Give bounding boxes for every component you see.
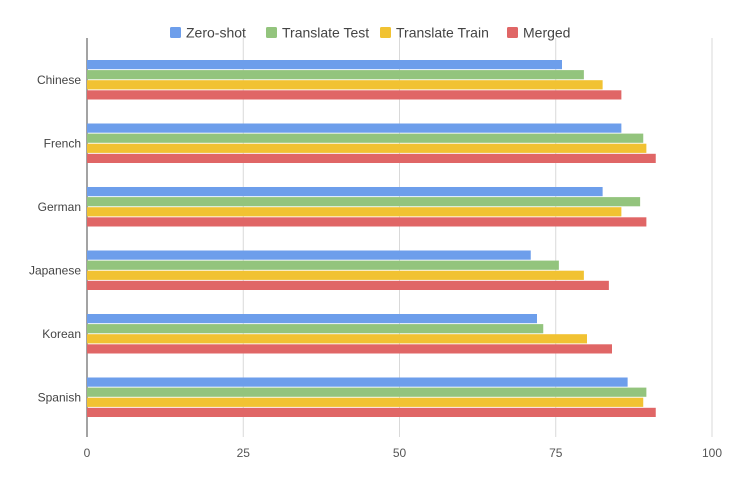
legend-label-zero-shot: Zero-shot <box>186 25 246 41</box>
x-tick-label-25: 25 <box>237 446 251 460</box>
bar-spanish-translate-train <box>87 397 644 407</box>
category-label-german: German <box>38 200 81 214</box>
legend: Zero-shot Translate Test Translate Train Me… <box>170 25 570 41</box>
bar-german-translate-train <box>87 207 622 217</box>
legend-label-translate-test: Translate Test <box>282 25 369 41</box>
bar-korean-merged <box>87 344 612 354</box>
bar-chinese-zero-shot <box>87 60 562 70</box>
bar-german-zero-shot <box>87 187 603 197</box>
x-tick-label-100: 100 <box>702 446 722 460</box>
bar-japanese-translate-train <box>87 270 584 280</box>
bar-spanish-zero-shot <box>87 377 628 387</box>
legend-swatch-merged <box>507 27 518 38</box>
bar-french-merged <box>87 153 656 163</box>
category-labels: Chinese French German Japanese Korean Spanish <box>29 73 81 405</box>
bar-french-translate-test <box>87 133 644 143</box>
legend-label-translate-train: Translate Train <box>396 25 489 41</box>
bar-korean-translate-train <box>87 334 587 344</box>
gridlines <box>86 38 713 437</box>
bar-korean-zero-shot <box>87 314 537 324</box>
category-label-korean: Korean <box>42 327 81 341</box>
category-label-spanish: Spanish <box>38 390 81 404</box>
x-tick-labels: 0 25 50 75 100 <box>84 446 723 460</box>
bar-chinese-translate-test <box>87 70 584 80</box>
x-tick-label-50: 50 <box>393 446 407 460</box>
bar-german-merged <box>87 217 647 227</box>
bar-german-translate-test <box>87 197 641 207</box>
bar-spanish-translate-test <box>87 387 647 397</box>
legend-label-merged: Merged <box>523 25 570 41</box>
legend-swatch-translate-test <box>266 27 277 38</box>
legend-swatch-translate-train <box>380 27 391 38</box>
category-label-japanese: Japanese <box>29 263 81 277</box>
bar-japanese-merged <box>87 280 609 290</box>
bar-japanese-zero-shot <box>87 250 531 260</box>
bar-korean-translate-test <box>87 324 544 334</box>
x-tick-label-75: 75 <box>549 446 563 460</box>
bar-chinese-merged <box>87 90 622 100</box>
bar-chinese-translate-train <box>87 80 603 90</box>
bar-french-translate-train <box>87 143 647 153</box>
bar-french-zero-shot <box>87 123 622 133</box>
legend-swatch-zero-shot <box>170 27 181 38</box>
bar-spanish-merged <box>87 407 656 417</box>
category-label-chinese: Chinese <box>37 73 81 87</box>
category-label-french: French <box>44 136 81 150</box>
bars <box>87 60 656 417</box>
bar-japanese-translate-test <box>87 260 559 270</box>
x-tick-label-0: 0 <box>84 446 91 460</box>
